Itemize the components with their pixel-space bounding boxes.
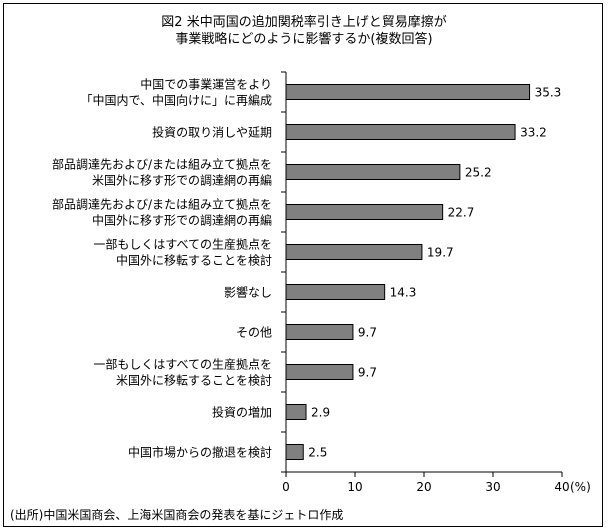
bar [285, 284, 386, 300]
x-tick-label: 10 [347, 480, 362, 494]
x-unit-label: (%) [570, 480, 591, 494]
bar [285, 124, 516, 140]
category-label: 「中国内で、中国向けに」に再編成 [80, 93, 272, 108]
bar-value-label: 14.3 [390, 286, 417, 300]
bar [285, 404, 307, 420]
bar-value-label: 9.7 [358, 326, 377, 340]
bar [285, 324, 354, 340]
bar-value-label: 22.7 [448, 206, 475, 220]
category-label: 中国市場からの撤退を検討 [128, 445, 272, 460]
category-label: 部品調達先および/または組み立て拠点を [52, 157, 272, 172]
bar [285, 444, 304, 460]
category-label: 投資の取り消しや延期 [152, 125, 272, 140]
category-label: 部品調達先および/または組み立て拠点を [52, 197, 272, 212]
bar-value-label: 2.5 [308, 446, 327, 460]
category-label: 影響なし [224, 285, 272, 300]
bar [285, 84, 531, 100]
bar-value-label: 35.3 [535, 86, 562, 100]
category-label: 投資の増加 [212, 405, 272, 420]
source-note: (出所)中国米国商会、上海米国商会の発表を基にジェトロ作成 [10, 508, 344, 522]
bar [285, 204, 444, 220]
bar [285, 364, 354, 380]
x-tick-label: 40 [554, 480, 569, 494]
x-tick-label: 20 [416, 480, 431, 494]
category-label: 中国での事業運営をより [140, 77, 272, 92]
bar-value-label: 19.7 [427, 246, 454, 260]
chart-title: 図2 米中両国の追加関税率引き上げと貿易摩擦が 事業戦略にどのように影響するか(… [0, 14, 608, 48]
category-label: 中国外に移転することを検討 [116, 253, 272, 268]
category-label: 米国外に移転することを検討 [116, 373, 272, 388]
chart-title-line-2: 事業戦略にどのように影響するか(複数回答) [175, 32, 433, 47]
x-tick-label: 0 [282, 480, 290, 494]
category-label: 一部もしくはすべての生産拠点を [93, 357, 272, 372]
bar-value-label: 9.7 [358, 366, 377, 380]
chart-frame [3, 3, 603, 527]
bar [285, 244, 423, 260]
category-label: 一部もしくはすべての生産拠点を [93, 237, 272, 252]
bar-value-label: 25.2 [465, 166, 492, 180]
bar [285, 164, 461, 180]
category-label: 米国外に移す形での調達網の再編 [92, 173, 272, 188]
bar-value-label: 2.9 [311, 406, 330, 420]
bar-value-label: 33.2 [520, 126, 547, 140]
category-label: 中国外に移す形での調達網の再編 [92, 213, 272, 228]
chart-title-line-1: 図2 米中両国の追加関税率引き上げと貿易摩擦が [161, 15, 447, 30]
category-label: その他 [236, 326, 272, 340]
x-tick-label: 30 [485, 480, 500, 494]
